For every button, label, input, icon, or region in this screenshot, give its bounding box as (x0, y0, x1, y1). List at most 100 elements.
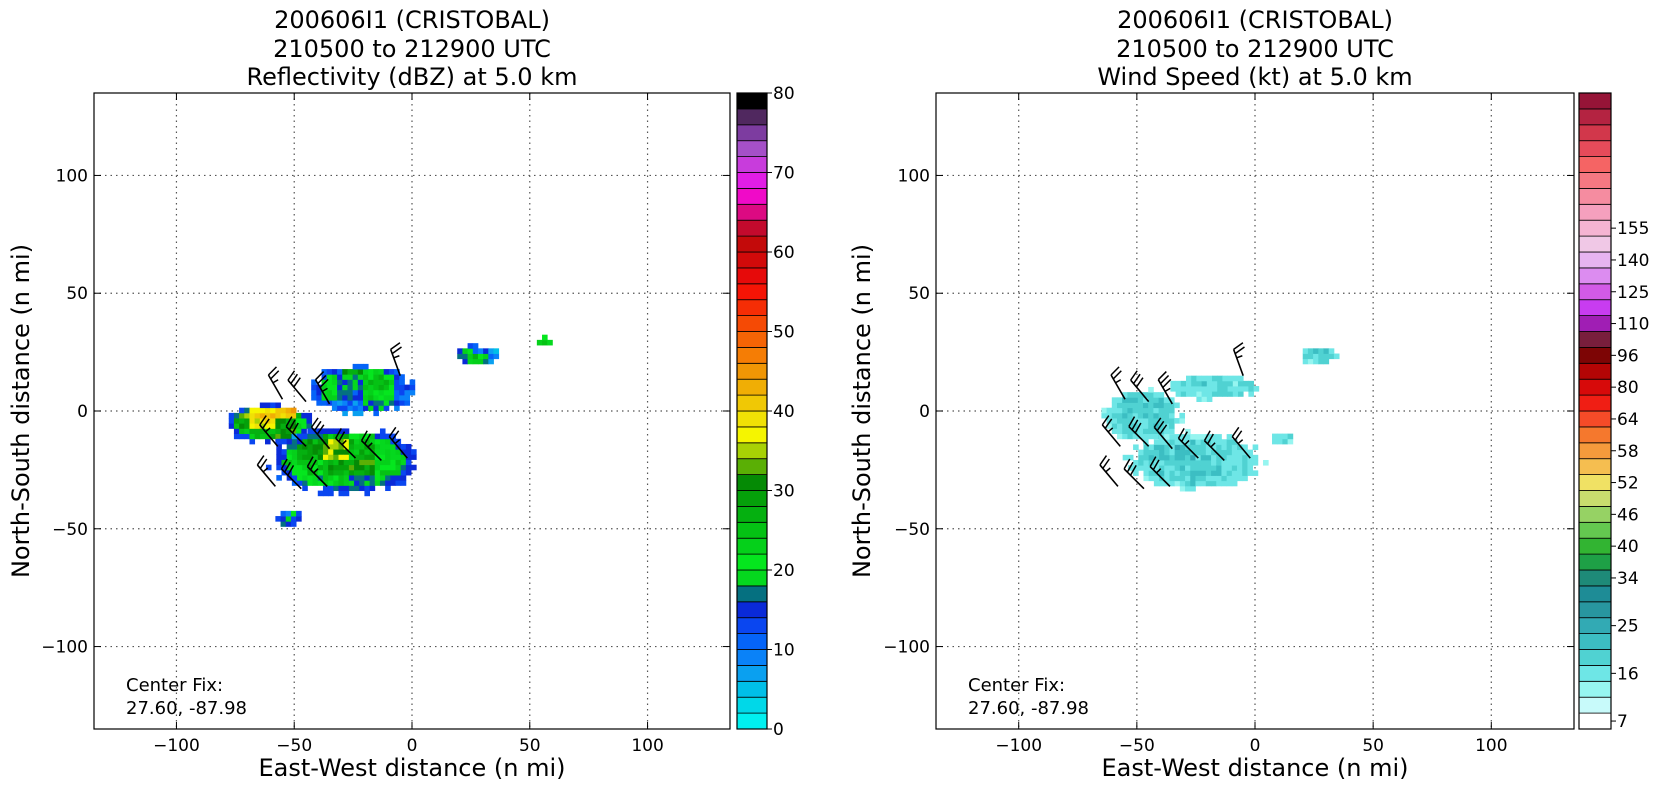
wind-echo-cell (1232, 386, 1239, 392)
wind-echo-cell (1216, 439, 1222, 445)
reflectivity-colorbar-swatch (736, 474, 768, 491)
wind-echo-cell (1111, 397, 1118, 403)
reflectivity-echo-cell (302, 475, 308, 481)
wind-echo-cell (1190, 439, 1196, 445)
reflectivity-echo-cell (395, 449, 402, 455)
reflectivity-echo-cell (343, 449, 350, 455)
wind-echo-cell (1226, 454, 1233, 461)
reflectivity-echo-cell (374, 433, 381, 440)
wind-wind-barb-flag (1231, 426, 1240, 438)
wind-wind-barb-flag (1181, 431, 1188, 442)
reflectivity-echo-cell (254, 423, 261, 429)
reflectivity-echo-cell (302, 449, 308, 455)
wind-echo-cell (1190, 475, 1196, 482)
reflectivity-wind-barb-flag (319, 378, 329, 389)
wind-echo-cell (1263, 459, 1269, 466)
wind-echo-cell (1127, 465, 1134, 471)
wind-echo-cell (1106, 412, 1113, 419)
wind-echo-cell (1122, 397, 1128, 403)
wind-echo-cell (1179, 480, 1186, 487)
wind-echo-cell (1205, 470, 1212, 476)
reflectivity-wind-barb (285, 416, 307, 447)
reflectivity-echo-cell (343, 464, 350, 471)
wind-colorbar-swatch (1578, 442, 1612, 460)
reflectivity-y-tick-label: 100 (56, 166, 88, 186)
reflectivity-plot-frame (93, 92, 731, 730)
reflectivity-echo-cell (290, 407, 297, 414)
wind-echo-cell (1117, 407, 1123, 414)
reflectivity-echo-cell (270, 428, 276, 435)
wind-wind-barb-flag (1110, 366, 1120, 376)
reflectivity-colorbar-swatch (736, 251, 768, 269)
reflectivity-echo-cell (239, 407, 245, 414)
reflectivity-echo-cell (265, 407, 271, 414)
wind-wind-barb (1157, 371, 1173, 405)
wind-echo-cell (1164, 475, 1170, 482)
reflectivity-echo-cell (399, 389, 405, 396)
wind-title-line-1: 200606I1 (CRISTOBAL) (1117, 6, 1393, 34)
reflectivity-echo-cell (286, 464, 293, 471)
wind-echo-cell (1143, 454, 1150, 461)
wind-echo-cell (1169, 459, 1176, 466)
wind-echo-cell (1127, 412, 1133, 419)
wind-echo-cell (1217, 386, 1223, 392)
wind-echo-cell (1282, 438, 1289, 445)
wind-echo-cell (1168, 428, 1175, 435)
reflectivity-wind-barb-flag (285, 416, 293, 427)
wind-echo-cell (1111, 412, 1118, 419)
wind-echo-cell (1179, 465, 1186, 471)
reflectivity-colorbar-swatch (736, 156, 768, 173)
reflectivity-echo-cell (399, 374, 405, 380)
wind-echo-cell (1111, 418, 1118, 424)
wind-colorbar-swatch (1578, 696, 1612, 714)
wind-wind-barb-flag (1129, 465, 1137, 476)
reflectivity-echo-cell (333, 464, 339, 471)
reflectivity-echo-cell (348, 464, 355, 471)
wind-y-tick-label: 0 (919, 402, 930, 422)
reflectivity-wind-barb (388, 426, 408, 459)
reflectivity-echo-cell (306, 412, 313, 419)
reflectivity-echo-cell (275, 516, 281, 522)
reflectivity-echo-cell (338, 480, 345, 486)
reflectivity-echo-cell (302, 433, 308, 440)
wind-echo-cell (1211, 434, 1217, 440)
reflectivity-echo-cell (404, 394, 411, 401)
wind-echo-cell (1106, 423, 1113, 429)
reflectivity-echo-cell (291, 443, 298, 450)
reflectivity-echo-cell (347, 374, 354, 380)
wind-echo-cell (1200, 465, 1207, 471)
reflectivity-echo-cell (352, 389, 359, 396)
wind-echo-cell (1186, 386, 1192, 392)
reflectivity-wind-barb (259, 415, 279, 447)
reflectivity-echo-cell (368, 389, 374, 396)
reflectivity-colorbar-swatch (736, 331, 768, 348)
reflectivity-echo-cell (302, 443, 308, 450)
reflectivity-echo-cell (357, 405, 364, 411)
reflectivity-echo-cell (337, 374, 343, 380)
reflectivity-wind-barb-flag (287, 465, 295, 476)
reflectivity-echo-cell (239, 433, 245, 440)
reflectivity-echo-cell (409, 379, 416, 386)
reflectivity-echo-cell (547, 339, 553, 346)
reflectivity-echo-cell (338, 428, 345, 435)
wind-echo-cell (1253, 386, 1260, 392)
wind-echo-cell (1186, 375, 1192, 382)
reflectivity-colorbar-swatch (736, 569, 768, 587)
wind-echo-cell (1179, 449, 1186, 456)
reflectivity-echo-cell (249, 418, 256, 424)
reflectivity-echo-cell (477, 353, 484, 360)
reflectivity-wind-barb-staff (285, 425, 307, 447)
reflectivity-wind-barb (267, 366, 284, 400)
wind-echo-cell (1201, 396, 1208, 402)
wind-echo-cell (1237, 465, 1243, 471)
wind-echo-cell (1216, 449, 1222, 456)
reflectivity-echo-cell (395, 469, 402, 476)
reflectivity-echo-cell (337, 369, 343, 375)
wind-echo-cell (1127, 418, 1133, 424)
wind-echo-cell (1179, 418, 1185, 424)
wind-echo-cell (1169, 465, 1176, 471)
wind-wind-barb-staff (1123, 468, 1145, 490)
wind-colorbar-label: 7 (1617, 712, 1628, 732)
wind-colorbar-label: 96 (1617, 346, 1639, 366)
wind-wind-barb (1123, 458, 1145, 490)
